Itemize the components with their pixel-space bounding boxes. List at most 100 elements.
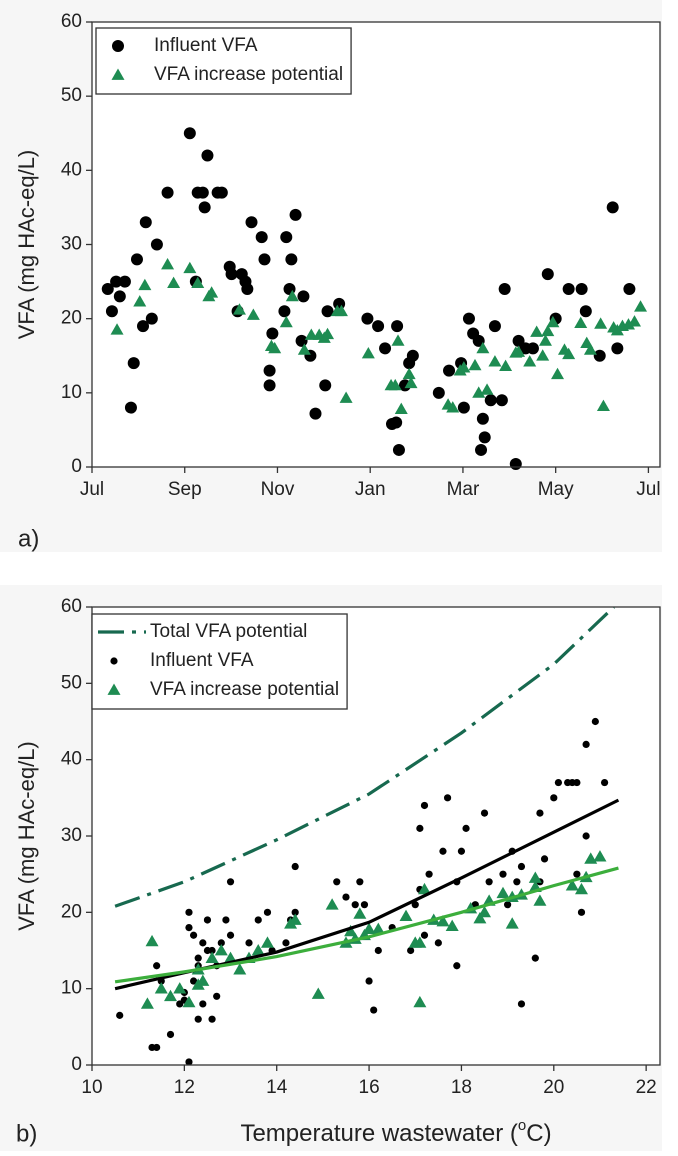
- point: [291, 908, 299, 916]
- point: [321, 327, 335, 340]
- x-tick-label: Jul: [80, 479, 104, 500]
- point: [208, 1015, 216, 1023]
- point: [191, 276, 205, 288]
- point: [583, 343, 597, 355]
- point: [260, 936, 274, 948]
- point: [325, 898, 339, 910]
- point: [627, 315, 641, 327]
- point: [196, 186, 209, 199]
- point: [164, 989, 178, 1002]
- x-tick-label: Jan: [355, 479, 386, 500]
- x-tick-label: 14: [266, 1077, 288, 1098]
- point: [462, 824, 470, 832]
- point: [268, 341, 282, 354]
- y-axis-label: VFA (mg HAc-eq/L): [14, 741, 39, 931]
- point: [185, 924, 193, 932]
- point: [361, 312, 374, 325]
- point: [391, 334, 405, 346]
- point: [361, 347, 375, 359]
- point: [411, 901, 419, 909]
- y-tick-label: 30: [61, 825, 82, 846]
- point: [199, 1000, 207, 1008]
- point: [215, 186, 228, 199]
- point: [353, 907, 367, 919]
- point: [130, 253, 143, 266]
- point: [512, 345, 526, 357]
- point: [208, 946, 216, 955]
- x-tick-label: May: [538, 479, 574, 500]
- point: [457, 361, 471, 373]
- point: [526, 342, 539, 355]
- x-axis-label-part: C): [526, 1120, 551, 1147]
- point: [573, 778, 581, 787]
- point: [199, 939, 207, 947]
- x-axis-label-part: Temperature wastewater (: [240, 1120, 517, 1147]
- point: [478, 431, 491, 444]
- point: [600, 778, 609, 787]
- point: [263, 364, 276, 377]
- point: [468, 358, 482, 371]
- point: [541, 324, 555, 337]
- point: [523, 355, 537, 367]
- point: [453, 962, 461, 970]
- point: [436, 914, 450, 927]
- point: [133, 295, 147, 307]
- y-tick-label: 0: [71, 456, 82, 477]
- point: [517, 1000, 526, 1008]
- x-tick-label: Sep: [168, 479, 202, 500]
- point: [140, 997, 154, 1009]
- point: [196, 974, 210, 986]
- point: [434, 939, 442, 947]
- point: [138, 278, 152, 291]
- point: [473, 911, 487, 924]
- point: [530, 325, 544, 337]
- point: [203, 916, 212, 924]
- point: [394, 402, 408, 415]
- point: [536, 809, 544, 817]
- point: [562, 283, 575, 295]
- point: [551, 367, 565, 380]
- point: [413, 995, 427, 1008]
- point: [110, 275, 123, 288]
- point: [289, 208, 302, 221]
- legend-label: VFA increase potential: [150, 679, 339, 700]
- point: [110, 323, 124, 335]
- point: [457, 401, 470, 414]
- point: [504, 901, 512, 909]
- point: [280, 231, 293, 244]
- point: [390, 416, 403, 429]
- legend-label: Influent VFA: [154, 35, 258, 56]
- point: [241, 283, 254, 295]
- legend-box: [95, 27, 352, 95]
- point: [214, 944, 228, 956]
- point: [476, 412, 489, 425]
- legend-label: Influent VFA: [150, 650, 254, 671]
- point: [573, 870, 581, 878]
- point: [137, 320, 150, 333]
- point: [517, 862, 526, 871]
- x-tick-label: Nov: [261, 479, 295, 500]
- point: [443, 364, 456, 377]
- point: [297, 343, 311, 355]
- point: [634, 300, 648, 312]
- point: [575, 283, 588, 295]
- y-tick-label: 20: [61, 901, 82, 922]
- point: [402, 367, 416, 380]
- point: [266, 327, 279, 340]
- point: [145, 934, 159, 947]
- point: [565, 879, 579, 891]
- x-tick-label: Mar: [447, 479, 480, 500]
- point: [574, 316, 588, 328]
- point: [480, 383, 494, 395]
- point: [201, 149, 214, 162]
- fit-line: [114, 866, 619, 984]
- x-tick-label: 20: [543, 1077, 564, 1098]
- point: [183, 261, 197, 274]
- y-tick-label: 20: [61, 308, 82, 329]
- point: [579, 305, 592, 318]
- legend-box: [91, 613, 348, 710]
- point: [105, 305, 118, 318]
- point: [226, 878, 235, 886]
- point: [205, 286, 219, 298]
